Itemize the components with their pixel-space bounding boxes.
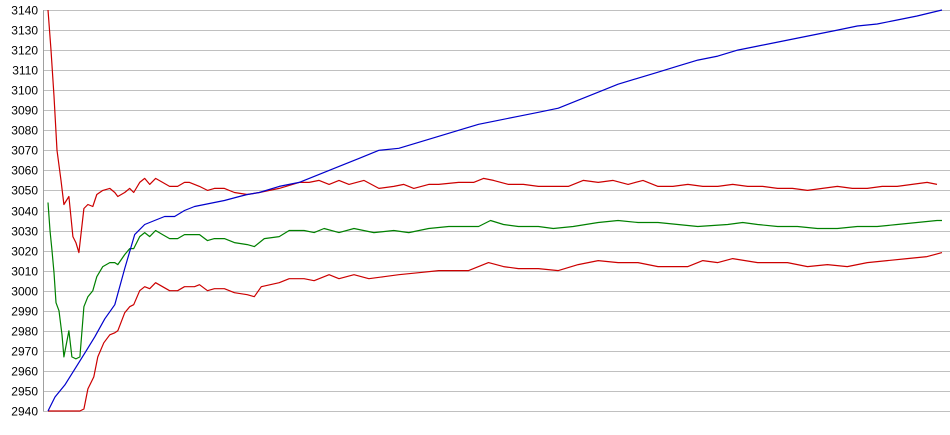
y-tick-label: 2990	[11, 305, 38, 319]
series-line-middle	[47, 202, 942, 360]
series-line-trend	[47, 9, 943, 412]
y-tick-label: 2960	[11, 365, 38, 379]
series-group	[47, 9, 943, 412]
y-tick-label: 3110	[12, 64, 38, 78]
y-tick-label: 3140	[11, 4, 38, 18]
y-tick-label: 2950	[11, 385, 38, 399]
y-tick-label: 3120	[11, 44, 38, 58]
gridlines	[43, 10, 950, 412]
y-tick-label: 3000	[11, 285, 38, 299]
y-tick-label: 2970	[11, 345, 38, 359]
y-tick-label: 3010	[11, 265, 38, 279]
y-axis-ticks: 2940 2950 2960 2970 2980 2990 3000 3010 3020 3030…	[11, 4, 38, 419]
y-tick-label: 3130	[11, 24, 38, 38]
y-tick-label: 2940	[11, 405, 38, 419]
series-line-lower-band	[48, 252, 943, 412]
y-tick-label: 3070	[11, 144, 38, 158]
y-tick-label: 3060	[11, 164, 38, 178]
y-tick-label: 3030	[11, 225, 38, 239]
y-tick-label: 3020	[11, 245, 38, 259]
y-tick-label: 3040	[11, 205, 38, 219]
y-tick-label: 3100	[11, 84, 38, 98]
y-tick-label: 3050	[11, 184, 38, 198]
y-tick-label: 3090	[11, 104, 38, 118]
y-tick-label: 3080	[11, 124, 38, 138]
series-line-upper-band	[47, 9, 938, 254]
y-tick-label: 2980	[11, 325, 38, 339]
